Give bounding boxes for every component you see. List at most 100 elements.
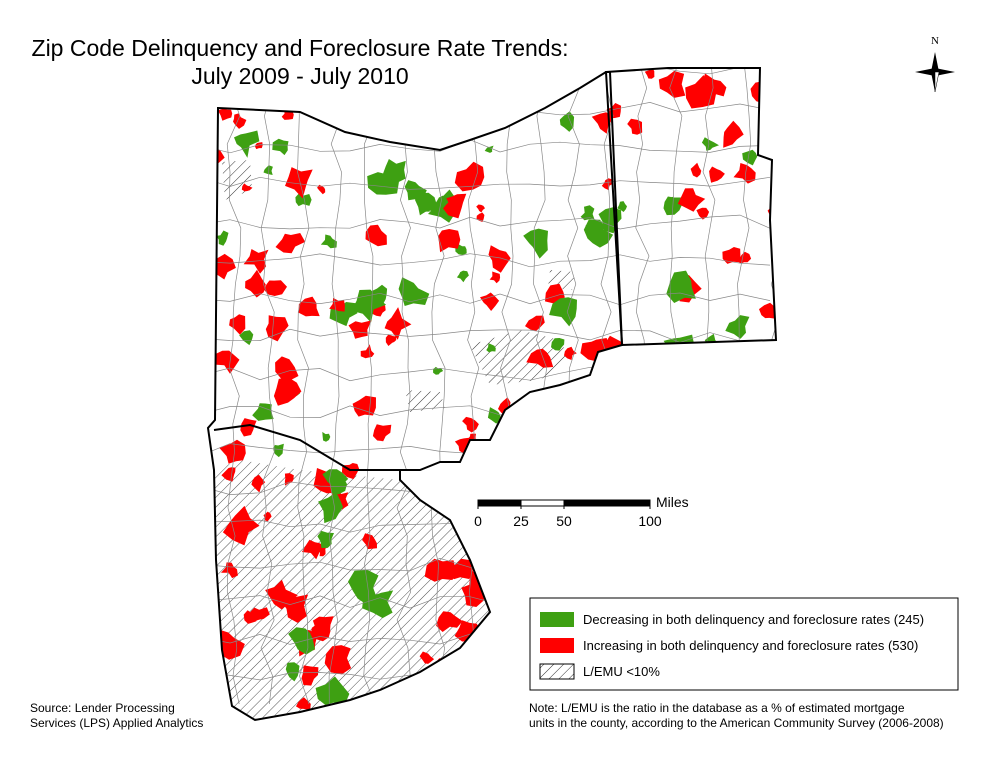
zip-area	[725, 315, 750, 339]
zip-area	[690, 162, 702, 178]
zip-area	[419, 651, 435, 664]
county-line	[226, 68, 242, 705]
scale-label: 0	[474, 513, 482, 529]
zip-area	[382, 159, 406, 183]
note-line: units in the county, according to the Am…	[529, 716, 944, 730]
title-line: Zip Code Delinquency and Foreclosure Rat…	[32, 35, 569, 61]
legend-swatch	[540, 638, 574, 653]
legend-box	[529, 597, 959, 691]
county-line	[208, 253, 771, 268]
zip-area	[296, 697, 311, 711]
zip-area	[486, 343, 496, 353]
scale-segment	[563, 499, 651, 507]
zip-area	[480, 292, 500, 311]
zip-area	[384, 307, 412, 340]
scale-segment	[477, 499, 522, 507]
zip-area	[348, 320, 372, 339]
zip-area	[476, 204, 485, 213]
zip-area	[251, 474, 266, 493]
zip-area	[442, 193, 467, 219]
zip-area	[742, 149, 758, 166]
zip-area	[722, 247, 741, 264]
zip-area	[462, 416, 479, 433]
zip-area	[245, 269, 266, 298]
zip-area	[319, 547, 326, 557]
zip-area	[318, 492, 344, 524]
county-line	[297, 68, 310, 705]
zip-area	[665, 196, 679, 209]
zip-area	[273, 443, 284, 458]
source-line: Source: Lender Processing	[30, 701, 175, 715]
zip-area	[275, 233, 306, 254]
zip-area	[264, 280, 287, 296]
zip-area	[255, 142, 263, 150]
zip-area	[580, 205, 595, 221]
zip-area	[315, 676, 350, 705]
zip-area	[317, 184, 326, 195]
zip-area	[489, 271, 501, 284]
zip-area	[606, 103, 622, 119]
scale-label: 25	[513, 513, 529, 529]
zip-area	[436, 611, 463, 632]
scale-label: 100	[638, 513, 662, 529]
zip-area	[658, 70, 686, 98]
zip-area	[372, 424, 392, 442]
zip-area	[330, 473, 347, 495]
zip-area	[580, 338, 609, 362]
zip-area	[320, 234, 337, 249]
zip-area	[216, 230, 229, 246]
zip-area	[723, 120, 744, 148]
zip-area	[272, 138, 289, 156]
scale-label: 50	[556, 513, 572, 529]
zip-area	[222, 505, 260, 546]
zip-area	[685, 75, 717, 109]
zip-area	[488, 245, 511, 273]
zip-area	[454, 161, 485, 192]
zip-area	[601, 178, 613, 190]
zip-area	[324, 645, 352, 675]
note-line: Note: L/EMU is the ratio in the database…	[529, 701, 905, 715]
legend-label: Increasing in both delinquency and forec…	[583, 638, 918, 653]
zip-area	[233, 113, 247, 129]
zip-area	[362, 590, 394, 619]
zip-area	[627, 118, 643, 135]
zip-area	[252, 403, 274, 421]
zip-area	[288, 627, 315, 655]
legend-swatch	[540, 612, 574, 627]
zip-area	[285, 167, 313, 199]
zip-area	[265, 315, 289, 342]
zip-area	[275, 356, 299, 381]
zip-area	[709, 166, 725, 183]
zip-area	[219, 439, 246, 464]
state-outline	[206, 71, 624, 722]
zip-area	[249, 607, 270, 622]
zip-area	[295, 193, 312, 207]
zip-area	[591, 112, 612, 134]
state-border	[213, 423, 400, 471]
source-line: Services (LPS) Applied Analytics	[30, 716, 203, 730]
scale-bar: 0 25 50 100 Miles	[474, 494, 689, 529]
zip-area	[523, 228, 548, 259]
zip-area	[217, 108, 233, 121]
title-line: July 2009 - July 2010	[191, 63, 408, 89]
zip-area	[677, 188, 706, 212]
zip-area	[385, 334, 397, 346]
zip-area	[301, 665, 319, 686]
county-line	[208, 176, 771, 190]
zip-area	[322, 431, 331, 442]
zip-area	[737, 251, 752, 264]
county-line	[328, 68, 342, 705]
zip-area	[424, 558, 456, 582]
scale-unit: Miles	[656, 494, 689, 510]
legend-swatch	[539, 663, 575, 680]
zip-area	[617, 201, 627, 212]
zip-area	[487, 407, 501, 424]
zip-area	[239, 330, 254, 346]
compass: N	[915, 35, 955, 93]
scale-segment	[520, 499, 565, 507]
zip-area	[360, 344, 375, 359]
county-line	[363, 68, 376, 705]
zip-area	[484, 145, 494, 153]
zip-area	[285, 662, 300, 682]
